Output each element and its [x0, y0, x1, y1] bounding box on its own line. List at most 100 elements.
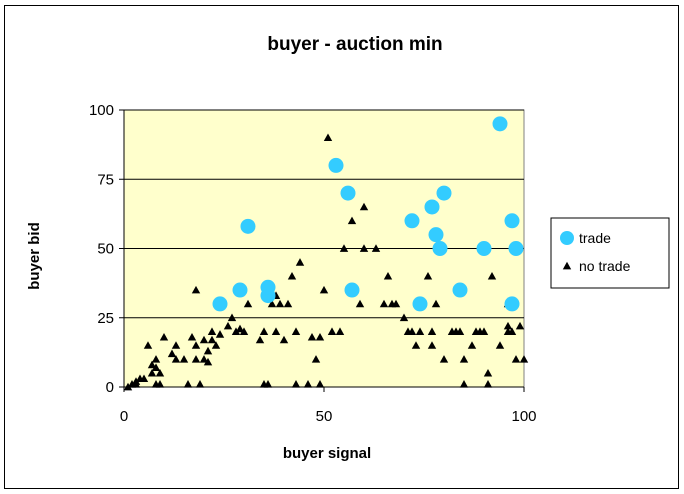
no-trade-point: [483, 380, 493, 388]
no-trade-point: [239, 327, 249, 335]
no-trade-point: [467, 341, 477, 349]
no-trade-point: [279, 335, 289, 344]
no-trade-point: [487, 272, 497, 280]
no-trade-point: [415, 327, 425, 335]
trade-point: [432, 241, 448, 256]
no-trade-point: [303, 380, 313, 388]
series-trade: [212, 116, 524, 312]
no-trade-point: [183, 380, 193, 388]
no-trade-point: [151, 363, 161, 371]
no-trade-point: [211, 341, 221, 349]
trade-point: [232, 282, 248, 298]
no-trade-point: [267, 299, 277, 308]
no-trade-point: [215, 330, 225, 338]
no-trade-point: [231, 327, 241, 335]
no-trade-point: [235, 324, 245, 333]
no-trade-point: [519, 355, 529, 363]
trade-point: [452, 282, 468, 298]
trade-point: [428, 227, 444, 243]
no-trade-point: [139, 374, 149, 383]
no-trade-point: [287, 272, 297, 280]
chart-frame: buyer - auction min 0 25 50 75 100 0 50 100 buy…: [4, 5, 679, 489]
no-trade-point: [131, 377, 141, 385]
series-no-trade: [123, 133, 529, 391]
no-trade-point: [339, 244, 349, 252]
no-trade-point: [503, 321, 513, 330]
no-trade-point: [223, 321, 233, 330]
trade-point: [424, 199, 440, 215]
no-trade-point: [199, 335, 209, 344]
no-trade-point: [355, 299, 365, 308]
no-trade-point: [359, 244, 369, 252]
x-tick-label: 50: [316, 408, 333, 425]
no-trade-point: [291, 380, 301, 388]
no-trade-point: [371, 244, 381, 252]
y-tick-label: 100: [89, 102, 114, 119]
no-trade-point: [515, 321, 525, 330]
no-trade-point: [199, 355, 209, 363]
legend-box: [550, 217, 670, 289]
trade-point: [412, 296, 428, 312]
no-trade-point: [431, 299, 441, 308]
y-axis-label: buyer bid: [26, 222, 43, 290]
no-trade-point: [507, 327, 517, 335]
no-trade-point: [159, 332, 169, 341]
no-trade-point: [439, 355, 449, 363]
no-trade-point: [143, 341, 153, 349]
trade-point: [504, 296, 520, 312]
legend-label: no trade: [579, 258, 631, 274]
y-tick-label: 25: [97, 310, 114, 327]
no-trade-point: [459, 380, 469, 388]
no-trade-point: [383, 272, 393, 280]
no-trade-point: [147, 368, 157, 377]
legend-label: trade: [579, 230, 611, 246]
no-trade-point: [427, 341, 437, 349]
no-trade-point: [291, 327, 301, 335]
trade-point: [344, 282, 360, 298]
no-trade-point: [203, 346, 213, 355]
no-trade-point: [155, 368, 165, 377]
no-trade-point: [323, 133, 333, 142]
trade-point: [504, 213, 520, 229]
no-trade-point: [315, 380, 325, 388]
trade-point: [212, 296, 228, 312]
x-axis-label: buyer signal: [283, 445, 371, 462]
no-trade-point: [147, 360, 157, 369]
plot-area: 0 25 50 75 100 0 50 100: [89, 102, 537, 425]
no-trade-point: [347, 216, 357, 225]
no-trade-point: [191, 285, 201, 294]
no-trade-point: [407, 327, 417, 335]
scatter-chart: buyer - auction min 0 25 50 75 100 0 50 100 buy…: [26, 34, 670, 462]
no-trade-point: [295, 258, 305, 266]
y-tick-label: 75: [97, 171, 114, 188]
no-trade-point: [511, 355, 521, 363]
no-trade-point: [379, 299, 389, 308]
x-tick-label: 0: [120, 408, 128, 425]
no-trade-point: [275, 299, 285, 308]
no-trade-point: [315, 332, 325, 341]
no-trade-point: [459, 355, 469, 363]
no-trade-point: [191, 341, 201, 349]
no-trade-point: [155, 380, 165, 388]
trade-point: [404, 213, 420, 229]
no-trade-point: [179, 355, 189, 363]
no-trade-point: [423, 272, 433, 280]
no-trade-point: [151, 355, 161, 363]
x-tick-label: 100: [511, 408, 536, 425]
no-trade-point: [495, 341, 505, 349]
no-trade-point: [259, 327, 269, 335]
no-trade-point: [171, 341, 181, 349]
trade-point: [492, 116, 508, 132]
trade-point: [260, 279, 276, 295]
no-trade-point: [207, 335, 217, 344]
no-trade-point: [327, 327, 337, 335]
no-trade-point: [479, 327, 489, 335]
no-trade-point: [359, 202, 369, 211]
no-trade-point: [167, 349, 177, 358]
no-trade-point: [191, 355, 201, 363]
no-trade-point: [307, 332, 317, 341]
y-tick-label: 50: [97, 241, 114, 258]
no-trade-point: [171, 355, 181, 363]
legend-marker-trade: [560, 231, 574, 245]
no-trade-point: [411, 341, 421, 349]
